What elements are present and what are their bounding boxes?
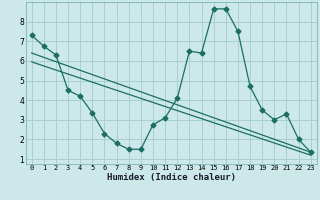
X-axis label: Humidex (Indice chaleur): Humidex (Indice chaleur) [107,173,236,182]
